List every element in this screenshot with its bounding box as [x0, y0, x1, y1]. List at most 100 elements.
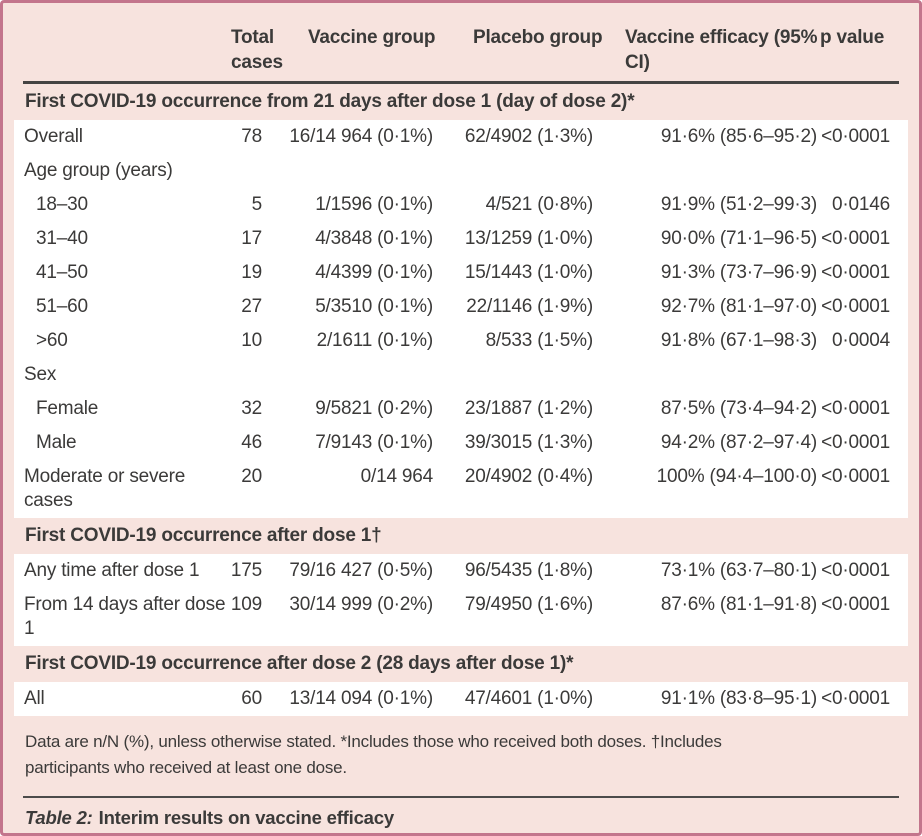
- row-label: Moderate or severe cases: [24, 466, 186, 511]
- table-row: Any time after dose 1 175 79/16 427 (0·5%)…: [14, 554, 908, 588]
- header-total-cases: Total cases: [231, 27, 283, 73]
- header-vaccine-efficacy: Vaccine efficacy (95% CI): [625, 27, 818, 73]
- row-label: 41–50: [36, 262, 88, 283]
- total-cases-cell: 175: [230, 560, 262, 581]
- row-label: Age group (years): [24, 160, 173, 181]
- table-footnote: Data are n/N (%), unless otherwise state…: [25, 732, 722, 777]
- placebo-group-cell: 62/4902 (1·3%): [464, 126, 593, 147]
- row-label: 18–30: [36, 194, 88, 215]
- section-header: First COVID-19 occurrence after dose 1†: [25, 525, 382, 546]
- p-value-cell: <0·0001: [821, 432, 890, 453]
- p-value-cell: 0·0004: [832, 330, 890, 351]
- placebo-group-cell: 96/5435 (1·8%): [464, 560, 593, 581]
- vaccine-group-cell: 1/1596 (0·1%): [315, 194, 433, 215]
- table-row: Moderate or severe cases 20 0/14 964 20/490…: [14, 460, 908, 518]
- table-caption-number: Table 2:: [25, 807, 93, 828]
- table-row: Age group (years): [14, 154, 908, 188]
- section-header: First COVID-19 occurrence after dose 2 (…: [25, 653, 574, 674]
- header-p-value: p value: [820, 27, 885, 48]
- table-body: First COVID-19 occurrence from 21 days a…: [3, 84, 919, 716]
- table-row: Female 32 9/5821 (0·2%) 23/1887 (1·2%) 87·5%…: [14, 392, 908, 426]
- row-block: Overall 78 16/14 964 (0·1%) 62/4902 (1·3%) 9…: [14, 120, 908, 518]
- row-block: Any time after dose 1 175 79/16 427 (0·5%)…: [14, 554, 908, 646]
- efficacy-cell: 91·3% (73·7–96·9): [660, 262, 817, 283]
- placebo-group-cell: 47/4601 (1·0%): [464, 688, 593, 709]
- vaccine-group-cell: 7/9143 (0·1%): [315, 432, 433, 453]
- table-row: Male 46 7/9143 (0·1%) 39/3015 (1·3%) 94·2% (…: [14, 426, 908, 460]
- placebo-group-cell: 79/4950 (1·6%): [464, 594, 593, 615]
- efficacy-cell: 91·9% (51·2–99·3): [660, 194, 817, 215]
- table-row: Overall 78 16/14 964 (0·1%) 62/4902 (1·3%) 9…: [14, 120, 908, 154]
- table-row: >60 10 2/1611 (0·1%) 8/533 (1·5%) 91·8% (67·…: [14, 324, 908, 358]
- vaccine-group-cell: 0/14 964: [360, 466, 434, 487]
- table-caption: Table 2: Interim results on vaccine effic…: [23, 796, 899, 829]
- total-cases-cell: 10: [241, 330, 262, 351]
- placebo-group-cell: 8/533 (1·5%): [485, 330, 594, 351]
- total-cases-cell: 109: [230, 594, 262, 615]
- row-label: >60: [36, 330, 68, 351]
- table-caption-title: Interim results on vaccine efficacy: [98, 807, 394, 828]
- total-cases-cell: 5: [251, 194, 263, 215]
- placebo-group-cell: 4/521 (0·8%): [485, 194, 594, 215]
- p-value-cell: <0·0001: [821, 228, 890, 249]
- row-block: All 60 13/14 094 (0·1%) 47/4601 (1·0%) 91·1%…: [14, 682, 908, 716]
- header-divider-rule: [23, 81, 899, 84]
- total-cases-cell: 32: [241, 398, 262, 419]
- row-label: Sex: [24, 364, 57, 385]
- row-label: 51–60: [36, 296, 88, 317]
- total-cases-cell: 20: [241, 466, 262, 487]
- total-cases-cell: 19: [241, 262, 262, 283]
- total-cases-cell: 46: [241, 432, 262, 453]
- table-row: 51–60 27 5/3510 (0·1%) 22/1146 (1·9%) 92·7% …: [14, 290, 908, 324]
- row-label: 31–40: [36, 228, 88, 249]
- efficacy-cell: 90·0% (71·1–96·5): [660, 228, 817, 249]
- efficacy-cell: 100% (94·4–100·0): [656, 466, 818, 487]
- p-value-cell: <0·0001: [821, 560, 890, 581]
- row-label: Female: [36, 398, 99, 419]
- p-value-cell: <0·0001: [821, 594, 890, 615]
- efficacy-cell: 87·5% (73·4–94·2): [660, 398, 817, 419]
- row-label: Male: [36, 432, 77, 453]
- efficacy-cell: 87·6% (81·1–91·8): [660, 594, 817, 615]
- placebo-group-cell: 23/1887 (1·2%): [464, 398, 593, 419]
- row-label: All: [24, 688, 45, 709]
- vaccine-group-cell: 2/1611 (0·1%): [316, 330, 434, 351]
- section-header: First COVID-19 occurrence from 21 days a…: [25, 91, 635, 112]
- table-row: All 60 13/14 094 (0·1%) 47/4601 (1·0%) 91·1%…: [14, 682, 908, 716]
- p-value-cell: <0·0001: [821, 126, 890, 147]
- efficacy-cell: 94·2% (87·2–97·4): [660, 432, 817, 453]
- total-cases-cell: 27: [241, 296, 262, 317]
- vaccine-group-cell: 30/14 999 (0·2%): [289, 594, 433, 615]
- vaccine-group-cell: 5/3510 (0·1%): [315, 296, 433, 317]
- table-row: Sex: [14, 358, 908, 392]
- vaccine-group-cell: 4/4399 (0·1%): [315, 262, 433, 283]
- table-header-row: Total cases Vaccine group Placebo group …: [3, 3, 919, 81]
- row-label: Any time after dose 1: [24, 560, 200, 581]
- efficacy-cell: 92·7% (81·1–97·0): [660, 296, 817, 317]
- table-row: From 14 days after dose 1 109 30/14 999 (0…: [14, 588, 908, 646]
- placebo-group-cell: 20/4902 (0·4%): [464, 466, 593, 487]
- table-row: 41–50 19 4/4399 (0·1%) 15/1443 (1·0%) 91·3% …: [14, 256, 908, 290]
- p-value-cell: <0·0001: [821, 466, 890, 487]
- vaccine-group-cell: 13/14 094 (0·1%): [289, 688, 433, 709]
- efficacy-cell: 91·6% (85·6–95·2): [660, 126, 817, 147]
- placebo-group-cell: 13/1259 (1·0%): [464, 228, 593, 249]
- placebo-group-cell: 22/1146 (1·9%): [466, 296, 593, 317]
- efficacy-cell: 91·1% (83·8–95·1): [660, 688, 817, 709]
- row-label: From 14 days after dose 1: [24, 594, 226, 639]
- vaccine-group-cell: 4/3848 (0·1%): [315, 228, 433, 249]
- table-row: 18–30 5 1/1596 (0·1%) 4/521 (0·8%) 91·9% (51…: [14, 188, 908, 222]
- row-label: Overall: [24, 126, 83, 147]
- p-value-cell: <0·0001: [821, 262, 890, 283]
- vaccine-group-cell: 16/14 964 (0·1%): [289, 126, 433, 147]
- header-placebo-group: Placebo group: [473, 27, 603, 48]
- total-cases-cell: 60: [241, 688, 262, 709]
- p-value-cell: <0·0001: [821, 296, 890, 317]
- placebo-group-cell: 39/3015 (1·3%): [464, 432, 593, 453]
- p-value-cell: <0·0001: [821, 398, 890, 419]
- vaccine-group-cell: 79/16 427 (0·5%): [289, 560, 433, 581]
- total-cases-cell: 17: [241, 228, 262, 249]
- placebo-group-cell: 15/1443 (1·0%): [464, 262, 593, 283]
- table-row: 31–40 17 4/3848 (0·1%) 13/1259 (1·0%) 90·0% …: [14, 222, 908, 256]
